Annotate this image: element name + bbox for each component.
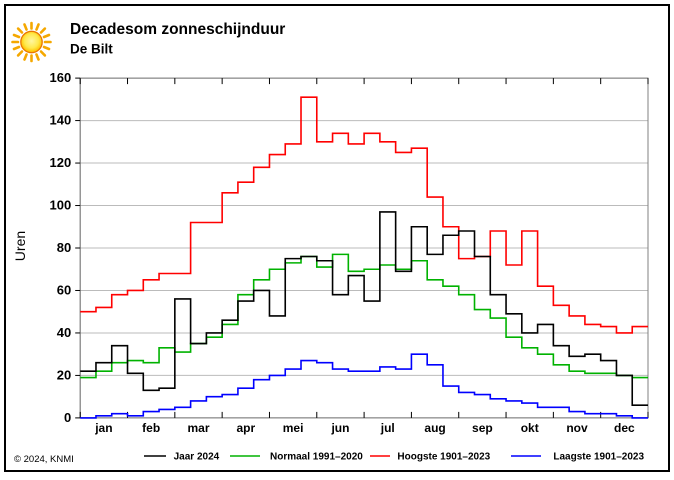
svg-text:Hoogste 1901–2023: Hoogste 1901–2023 — [397, 452, 490, 463]
svg-text:feb: feb — [142, 421, 160, 435]
svg-text:140: 140 — [49, 113, 71, 128]
svg-text:mar: mar — [187, 421, 209, 435]
svg-text:apr: apr — [236, 421, 255, 435]
svg-text:20: 20 — [57, 367, 71, 382]
svg-text:Jaar 2024: Jaar 2024 — [174, 452, 220, 463]
svg-text:dec: dec — [614, 421, 635, 435]
svg-text:100: 100 — [49, 198, 71, 213]
svg-text:Laagste 1901–2023: Laagste 1901–2023 — [553, 452, 644, 463]
svg-text:160: 160 — [49, 70, 71, 85]
svg-text:© 2024, KNMI: © 2024, KNMI — [14, 454, 74, 465]
svg-text:80: 80 — [57, 240, 71, 255]
svg-text:60: 60 — [57, 282, 71, 297]
svg-text:aug: aug — [424, 421, 445, 435]
svg-text:jul: jul — [380, 421, 395, 435]
svg-text:Normaal 1991–2020: Normaal 1991–2020 — [270, 452, 363, 463]
svg-text:jan: jan — [94, 421, 112, 435]
svg-text:okt: okt — [521, 421, 539, 435]
svg-text:120: 120 — [49, 155, 71, 170]
svg-text:40: 40 — [57, 325, 71, 340]
svg-text:Decadesom zonneschijnduur: Decadesom zonneschijnduur — [70, 21, 285, 38]
svg-text:0: 0 — [64, 410, 71, 425]
svg-text:jun: jun — [330, 421, 349, 435]
svg-text:mei: mei — [283, 421, 304, 435]
svg-text:nov: nov — [566, 421, 588, 435]
svg-text:sep: sep — [472, 421, 493, 435]
svg-text:De Bilt: De Bilt — [70, 42, 113, 57]
svg-text:Uren: Uren — [12, 231, 28, 261]
